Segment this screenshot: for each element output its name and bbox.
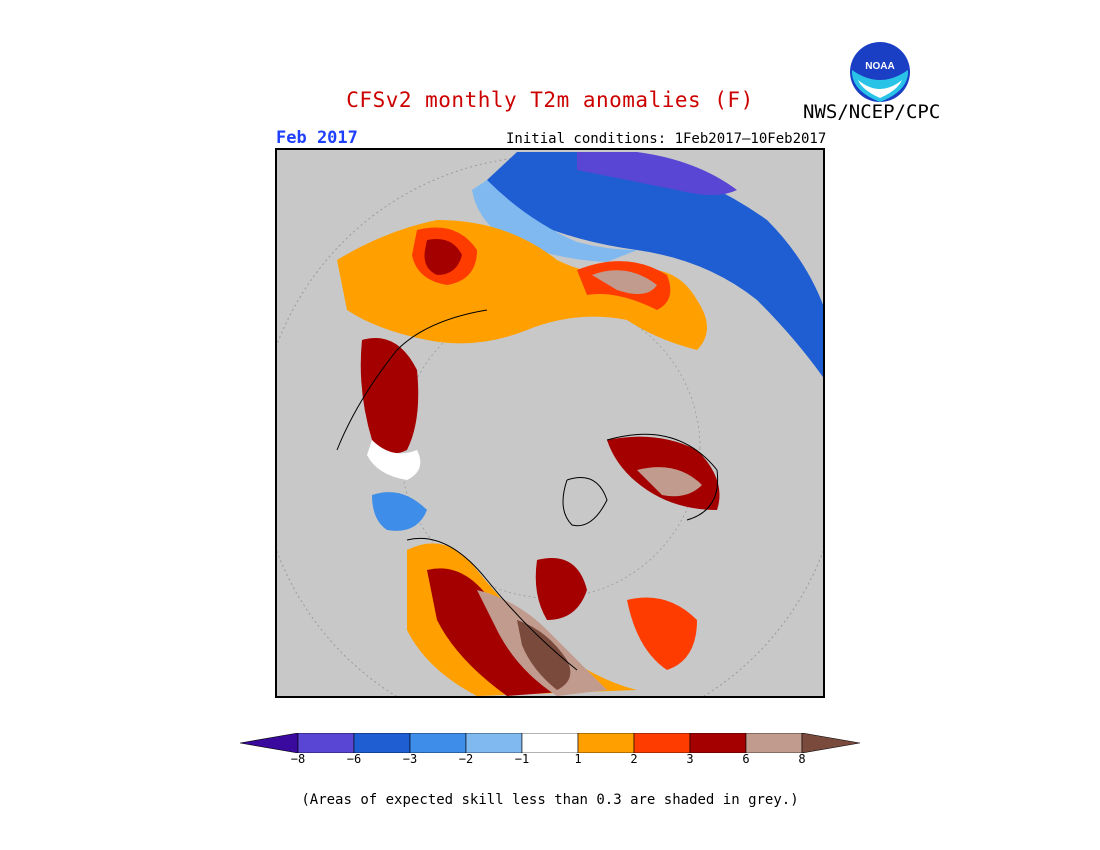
polar-map-frame — [275, 148, 825, 698]
colorbar-swatch — [297, 733, 355, 753]
colorbar — [240, 733, 860, 753]
chart-title: CFSv2 monthly T2m anomalies (F) — [346, 88, 754, 112]
extreme-warm-anomaly-region — [517, 620, 571, 690]
colorbar-lower-arrow — [240, 733, 299, 753]
noaa-logo-icon: NOAA — [850, 42, 910, 102]
cold-anomaly-region — [372, 492, 427, 531]
warm-anomaly-region — [627, 597, 697, 670]
strong-cold-anomaly-region — [577, 152, 737, 195]
logo-text: NOAA — [865, 61, 894, 72]
colorbar-swatch — [633, 733, 691, 753]
colorbar-swatch — [409, 733, 467, 753]
strong-warm-anomaly-region — [360, 338, 419, 454]
neutral-region — [367, 440, 421, 480]
agency-label: NWS/NCEP/CPC — [803, 101, 941, 123]
colorbar-tick-label: 8 — [798, 752, 806, 766]
forecast-period: Feb 2017 — [276, 128, 358, 148]
very-warm-anomaly-region — [637, 467, 702, 497]
colorbar-swatch — [745, 733, 803, 753]
colorbar-swatch — [689, 733, 747, 753]
colorbar-tick-label: 1 — [574, 752, 582, 766]
colorbar-swatch — [353, 733, 411, 753]
strong-warm-anomaly-region — [535, 558, 587, 620]
polar-anomaly-map — [277, 152, 823, 696]
colorbar-swatch — [577, 733, 635, 753]
colorbar-tick-label: −2 — [458, 752, 474, 766]
colorbar-tick-label: 3 — [686, 752, 694, 766]
colorbar-tick-label: −1 — [514, 752, 530, 766]
colorbar-tick-label: −8 — [290, 752, 306, 766]
very-warm-anomaly-region — [592, 270, 657, 294]
colorbar-swatch — [521, 733, 579, 753]
skill-footnote: (Areas of expected skill less than 0.3 a… — [301, 792, 799, 808]
colorbar-tick-label: −3 — [402, 752, 418, 766]
cold-anomaly-region — [487, 152, 823, 378]
colorbar-tick-label: −6 — [346, 752, 362, 766]
colorbar-upper-arrow — [801, 733, 860, 753]
colorbar-swatch — [465, 733, 523, 753]
colorbar-tick-label: 6 — [742, 752, 750, 766]
colorbar-tick-label: 2 — [630, 752, 638, 766]
strong-warm-anomaly-region — [424, 239, 462, 275]
initial-conditions: Initial conditions: 1Feb2017–10Feb2017 — [506, 131, 827, 147]
